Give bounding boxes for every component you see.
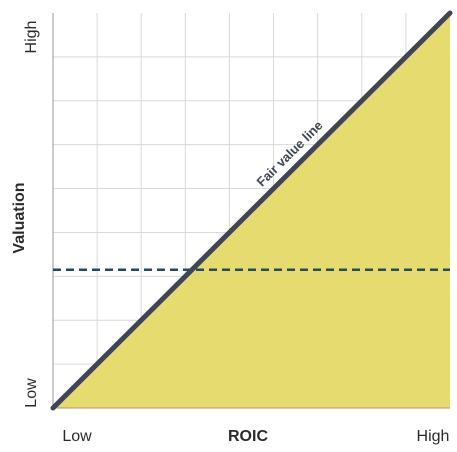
- fair-value-line: [50, 10, 453, 411]
- y-axis-title: Valuation: [11, 182, 28, 253]
- y-tick-label-low: Low: [23, 378, 40, 408]
- axes: [52, 13, 450, 409]
- series-layer: [50, 10, 453, 411]
- y-tick-label-high: High: [23, 21, 40, 54]
- x-axis-title: ROIC: [228, 428, 268, 445]
- x-tick-label-high: High: [417, 428, 450, 445]
- x-tick-label-low: Low: [62, 428, 92, 445]
